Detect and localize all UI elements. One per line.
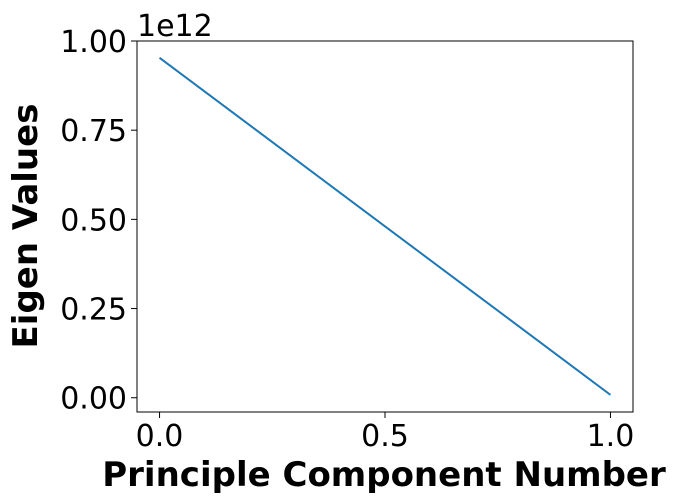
y-tick-label: 0.25 — [60, 293, 127, 328]
series-layer — [158, 56, 612, 396]
y-axis: 0.00 0.25 0.50 0.75 1.00 — [60, 25, 137, 417]
x-axis: 0.0 0.5 1.0 — [136, 412, 635, 454]
y-axis-offset-text: 1e12 — [137, 9, 213, 44]
y-tick-label: 0.00 — [60, 382, 127, 417]
y-tick-label: 0.75 — [60, 114, 127, 149]
series-line-0 — [158, 56, 612, 396]
x-tick-label: 0.0 — [136, 419, 184, 454]
x-tick-label: 1.0 — [587, 419, 635, 454]
x-axis-label: Principle Component Number — [102, 455, 666, 495]
x-tick-label: 0.5 — [361, 419, 409, 454]
y-axis-label: Eigen Values — [6, 104, 46, 349]
y-tick-label: 0.50 — [60, 203, 127, 238]
y-tick-label: 1.00 — [60, 25, 127, 60]
